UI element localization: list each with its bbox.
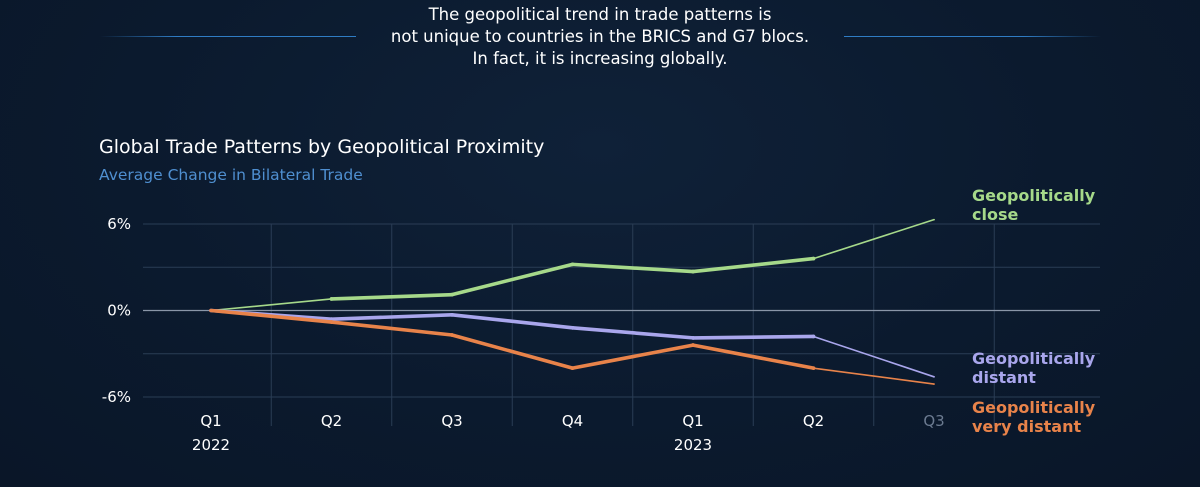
x-year-label: 2022	[192, 436, 230, 454]
chart-axes: 6% 0% -6% Q1 Q2 Q3 Q4 Q1 Q2 Q3 2022 2023	[102, 215, 1100, 454]
intro-line-3: In fact, it is increasing globally.	[472, 49, 728, 68]
series-point-very-distant	[691, 343, 695, 347]
x-year-label: 2023	[674, 436, 712, 454]
series-line-very-distant-segment	[209, 308, 334, 324]
series-label-very-distant: Geopolitically very distant	[972, 398, 1095, 436]
x-tick-label: Q1	[200, 412, 221, 430]
series-label-distant: Geopolitically distant	[972, 349, 1095, 387]
chart-grid	[143, 223, 1100, 426]
series-point-very-distant	[329, 320, 334, 324]
intro-line-1: The geopolitical trend in trade patterns…	[428, 5, 772, 24]
series-point-distant	[329, 317, 334, 321]
series-line-very-distant-segment	[570, 343, 695, 370]
series-label-close-line1: Geopolitically	[972, 186, 1096, 205]
series-point-close	[570, 262, 575, 267]
series-point-very-distant	[811, 366, 816, 370]
series-line-very-distant-segment	[329, 320, 454, 337]
x-tick-label: Q1	[682, 412, 703, 430]
series-line-distant-segment	[450, 313, 575, 330]
series-line-close-segment	[691, 256, 816, 274]
series-label-very-distant-line2: very distant	[972, 417, 1082, 436]
series-point-distant	[450, 313, 454, 317]
intro-line-2: not unique to countries in the BRICS and…	[390, 27, 810, 46]
x-tick-label: Q3	[441, 412, 462, 430]
series-point-distant	[933, 376, 935, 378]
series-label-distant-line1: Geopolitically	[972, 349, 1096, 368]
series-label-close-line2: close	[972, 205, 1019, 224]
series-point-close	[933, 218, 935, 221]
series-point-distant	[811, 334, 816, 339]
series-label-close: Geopolitically close	[972, 186, 1095, 224]
chart-title: Global Trade Patterns by Geopolitical Pr…	[99, 136, 545, 158]
series-line-close-segment	[812, 218, 935, 260]
series-point-distant	[570, 326, 575, 330]
series-label-very-distant-line1: Geopolitically	[972, 398, 1096, 417]
series-point-very-distant	[933, 383, 935, 385]
series-line-distant-segment	[812, 335, 935, 378]
series-line-very-distant-segment	[691, 343, 816, 370]
series-line-close-segment	[210, 298, 333, 312]
chart-subtitle: Average Change in Bilateral Trade	[99, 166, 363, 184]
series-line-distant-segment	[691, 334, 816, 340]
x-tick-label: Q3	[923, 412, 944, 430]
x-tick-label: Q4	[562, 412, 583, 430]
series-line-distant-segment	[329, 313, 454, 321]
x-tick-label: Q2	[803, 412, 824, 430]
series-point-distant	[691, 336, 695, 340]
series-line-very-distant-segment	[812, 367, 935, 385]
series-point-close	[450, 292, 454, 297]
series-line-very-distant-segment	[450, 333, 575, 370]
chart-series	[209, 218, 935, 385]
y-tick-label: 6%	[107, 215, 131, 233]
divider-right	[844, 36, 1101, 37]
intro-text: The geopolitical trend in trade patterns…	[0, 4, 1200, 70]
series-line-distant-segment	[570, 325, 695, 340]
series-point-very-distant	[210, 309, 212, 312]
series-point-very-distant	[450, 333, 454, 337]
y-tick-label: 0%	[107, 302, 131, 320]
y-tick-label: -6%	[102, 388, 131, 406]
series-line-close-segment	[329, 292, 454, 301]
series-point-close	[329, 297, 334, 301]
series-line-close-segment	[450, 262, 575, 297]
series-line-close-segment	[570, 262, 695, 274]
series-label-distant-line2: distant	[972, 368, 1036, 387]
series-point-close	[691, 269, 695, 274]
series-point-close	[811, 256, 816, 261]
series-point-very-distant	[570, 366, 575, 370]
x-tick-label: Q2	[321, 412, 342, 430]
divider-left	[100, 36, 356, 37]
